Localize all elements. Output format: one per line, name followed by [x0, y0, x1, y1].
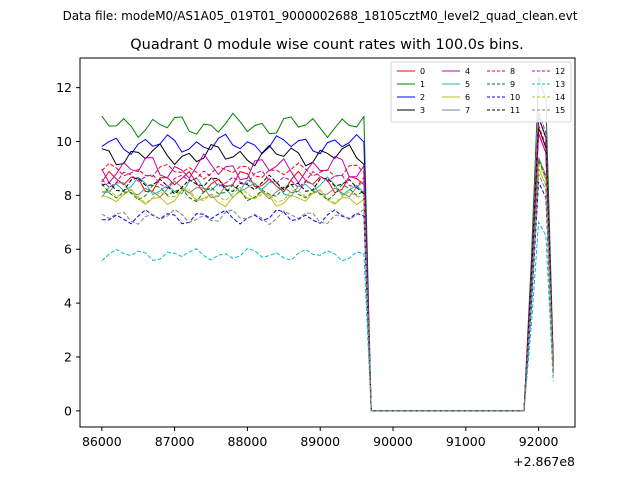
series-line-6 — [101, 168, 554, 412]
x-tick-label: 89000 — [300, 434, 340, 449]
legend-label-6: 6 — [465, 93, 470, 102]
x-offset-label: +2.867e8 — [513, 454, 575, 469]
legend-label-10: 10 — [510, 93, 520, 102]
legend-label-13: 13 — [555, 80, 565, 89]
x-tick-label: 88000 — [228, 434, 268, 449]
x-tick-label: 92000 — [519, 434, 559, 449]
legend-label-2: 2 — [420, 93, 425, 102]
legend-label-4: 4 — [465, 67, 470, 76]
y-tick-label: 2 — [64, 349, 72, 364]
plot-area — [101, 76, 554, 412]
series-line-3 — [101, 127, 554, 412]
series-line-1 — [101, 76, 554, 412]
legend-label-8: 8 — [510, 67, 515, 76]
legend-label-9: 9 — [510, 80, 515, 89]
y-tick-label: 12 — [56, 80, 72, 95]
legend-label-0: 0 — [420, 67, 425, 76]
x-tick-label: 91000 — [446, 434, 486, 449]
legend-label-15: 15 — [555, 106, 565, 115]
x-tick-label: 90000 — [373, 434, 413, 449]
legend-label-12: 12 — [555, 67, 565, 76]
y-tick-label: 10 — [56, 134, 72, 149]
axes-frame — [79, 57, 576, 428]
axes: 86000 87000 88000 89000 90000 91000 92000 0 2 4 6 8… — [56, 80, 558, 449]
series-line-2 — [101, 117, 554, 412]
legend-label-1: 1 — [420, 80, 425, 89]
series-line-4 — [101, 133, 554, 412]
legend-label-14: 14 — [555, 93, 565, 102]
x-tick-label: 86000 — [82, 434, 122, 449]
series-line-10 — [101, 181, 554, 412]
chart-title: Quadrant 0 module wise count rates with … — [130, 37, 524, 53]
x-tick-label: 87000 — [155, 434, 195, 449]
series-line-11 — [101, 117, 554, 412]
series-line-7 — [101, 157, 554, 412]
series-line-5 — [101, 157, 554, 412]
y-tick-label: 4 — [64, 296, 72, 311]
series-line-9 — [101, 160, 554, 412]
legend-label-5: 5 — [465, 80, 470, 89]
y-tick-label: 6 — [64, 242, 72, 257]
legend-box — [390, 61, 572, 123]
legend-label-7: 7 — [465, 106, 470, 115]
legend-label-11: 11 — [510, 106, 520, 115]
series-line-13 — [101, 220, 554, 412]
series-line-14 — [101, 162, 554, 412]
chart-suptitle: Data file: modeM0/AS1A05_019T01_90000026… — [63, 9, 578, 23]
series-line-12 — [101, 111, 554, 412]
y-tick-label: 8 — [64, 188, 72, 203]
series-line-0 — [101, 133, 554, 412]
legend-label-3: 3 — [420, 106, 425, 115]
y-tick-label: 0 — [64, 403, 72, 418]
series-line-8 — [101, 125, 554, 412]
series-line-15 — [101, 173, 554, 412]
